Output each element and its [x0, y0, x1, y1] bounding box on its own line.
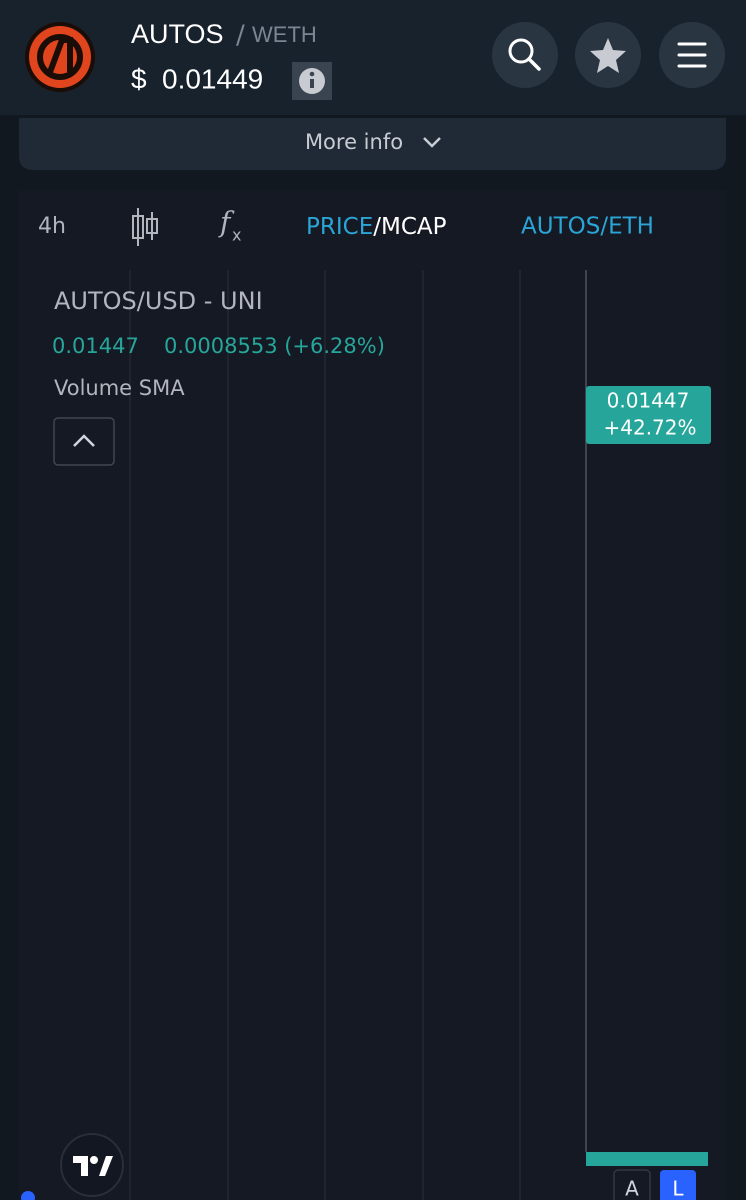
tradingview-logo[interactable]: [60, 1133, 124, 1197]
last-price-badge: [586, 386, 711, 444]
price: 0.01449: [162, 63, 263, 94]
candle-type-button[interactable]: [132, 208, 158, 246]
collapse-legend-button[interactable]: [53, 417, 115, 466]
chart-title: AUTOS/USD - UNI: [54, 287, 263, 315]
svg-text:A: A: [625, 1177, 639, 1200]
pair-toggle[interactable]: AUTOS/ETH: [521, 214, 654, 240]
favorite-button[interactable]: [575, 22, 641, 88]
interval[interactable]: 4h: [38, 214, 66, 239]
vertical-grid: [129, 270, 521, 1200]
log-scale-button[interactable]: L: [660, 1170, 696, 1200]
more-info-label: More info: [305, 130, 403, 154]
mcap-option[interactable]: /MCAP: [373, 214, 446, 240]
legend-indicator: Volume SMA: [54, 376, 185, 400]
svg-text:x: x: [232, 226, 241, 245]
svg-text:L: L: [672, 1177, 684, 1200]
search-button[interactable]: [492, 22, 558, 88]
menu-button[interactable]: [659, 22, 725, 88]
chart-panel: [19, 190, 726, 1200]
last-price: 0.01447: [607, 389, 690, 413]
info-button[interactable]: [292, 62, 332, 100]
volume-badge: [586, 1152, 708, 1166]
last-change: +42.72%: [603, 416, 696, 440]
legend-last: 0.01447: [52, 334, 139, 358]
quote: WETH: [252, 22, 317, 47]
auto-scale-button[interactable]: A: [613, 1169, 651, 1200]
price-option[interactable]: PRICE: [306, 214, 373, 240]
more-info-button[interactable]: More info: [19, 118, 726, 170]
scroll-indicator: [21, 1191, 35, 1200]
pair: AUTOS: [131, 19, 224, 49]
legend-change: 0.0008553 (+6.28%): [164, 334, 385, 358]
price-mcap-toggle[interactable]: PRICE/MCAP: [306, 214, 447, 240]
token-logo: [25, 22, 95, 92]
currency: $: [131, 63, 147, 94]
slash: /: [236, 21, 245, 51]
